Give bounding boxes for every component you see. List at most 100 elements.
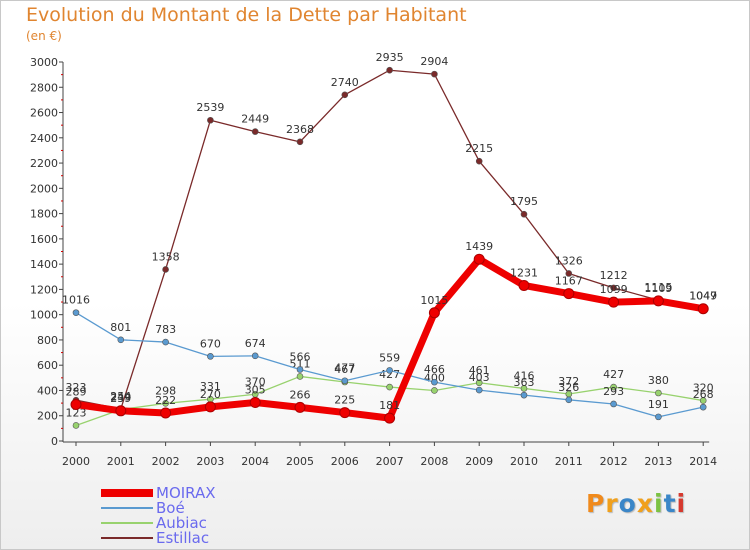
brand-letter: x (636, 489, 654, 518)
data-label: 2449 (241, 113, 269, 126)
data-label: 270 (200, 388, 221, 401)
data-label: 1795 (510, 195, 538, 208)
legend-label: Aubiac (156, 514, 207, 532)
data-point (386, 383, 393, 391)
legend-swatch (101, 489, 153, 497)
data-label: 293 (603, 385, 624, 398)
data-label: 225 (334, 394, 355, 407)
x-tick-label: 2010 (510, 455, 538, 468)
data-label: 363 (514, 376, 535, 389)
x-tick-label: 2006 (331, 455, 359, 468)
data-point (518, 279, 530, 291)
y-tick-label: 2400 (30, 132, 58, 145)
data-label: 380 (648, 374, 669, 387)
x-tick-label: 2001 (107, 455, 135, 468)
data-point (70, 398, 82, 410)
data-point (652, 295, 664, 307)
data-point (563, 288, 575, 300)
data-label: 467 (334, 363, 355, 376)
data-label: 559 (379, 351, 400, 364)
y-tick-label: 800 (37, 334, 58, 347)
data-label: 2935 (376, 51, 404, 64)
data-label: 801 (110, 321, 131, 334)
x-tick-label: 2014 (689, 455, 717, 468)
data-label: 1047 (689, 290, 717, 303)
legend-swatch (101, 537, 153, 539)
data-point (610, 383, 617, 391)
data-label: 2215 (465, 142, 493, 155)
data-label: 305 (245, 383, 266, 396)
data-label: 320 (693, 382, 714, 395)
data-point (115, 405, 127, 417)
data-label: 331 (200, 380, 221, 393)
data-point (251, 128, 259, 135)
data-point (697, 303, 709, 315)
data-point (294, 401, 306, 413)
data-point (72, 422, 80, 429)
y-tick-label: 200 (37, 410, 58, 423)
brand-letter: o (618, 489, 637, 518)
y-tick-label: 1800 (30, 208, 58, 221)
data-label: 1016 (62, 294, 90, 307)
data-label: 1326 (555, 254, 583, 267)
data-label: 466 (424, 363, 445, 376)
x-tick-label: 2000 (62, 455, 90, 468)
brand-letter: P (586, 489, 606, 518)
x-tick-label: 2005 (286, 455, 314, 468)
data-point (117, 336, 125, 344)
data-label: 298 (155, 384, 176, 397)
data-point (296, 366, 304, 373)
x-tick-label: 2012 (600, 455, 628, 468)
data-point (655, 413, 662, 421)
data-label: 1099 (600, 283, 628, 296)
x-tick-label: 2003 (196, 455, 224, 468)
brand-letter: i (676, 489, 687, 518)
data-label: 674 (245, 337, 266, 350)
data-point (699, 397, 707, 404)
data-label: 123 (66, 406, 87, 419)
data-label: 2740 (331, 76, 359, 89)
data-point (160, 407, 172, 419)
x-tick-label: 2013 (644, 455, 672, 468)
data-label: 323 (66, 381, 87, 394)
data-label: 191 (648, 398, 669, 411)
data-label: 1439 (465, 240, 493, 253)
data-point (428, 307, 440, 319)
y-tick-label: 2000 (30, 182, 58, 195)
data-point (162, 266, 169, 273)
data-label: 783 (155, 323, 176, 336)
data-point (251, 352, 259, 360)
data-point (655, 389, 662, 397)
data-label: 1212 (600, 269, 628, 282)
y-tick-label: 0 (51, 435, 58, 448)
legend-label: Estillac (156, 529, 210, 547)
data-point (296, 138, 304, 146)
y-tick-label: 1600 (30, 233, 58, 246)
y-tick-label: 2800 (30, 81, 58, 94)
data-label: 2368 (286, 123, 314, 136)
data-point (384, 412, 396, 424)
data-point (204, 401, 216, 413)
data-label: 268 (693, 388, 714, 401)
data-point (610, 284, 617, 292)
brand-letter: t (663, 489, 677, 518)
data-label: 461 (469, 364, 490, 377)
data-label: 181 (379, 399, 400, 412)
data-point (296, 373, 304, 380)
data-point (473, 253, 485, 265)
data-label: 289 (66, 385, 87, 398)
brand-logo: Proxiti (586, 489, 686, 518)
data-label: 239 (110, 392, 131, 405)
data-label: 1109 (644, 282, 672, 295)
data-point (520, 210, 528, 218)
data-point (431, 70, 438, 78)
x-tick-label: 2008 (420, 455, 448, 468)
data-label: 1115 (644, 281, 672, 294)
data-label: 372 (558, 375, 579, 388)
y-tick-label: 1400 (30, 258, 58, 271)
legend-label: Boé (156, 499, 185, 517)
data-label: 1015 (420, 294, 448, 307)
data-point (162, 400, 169, 407)
brand-letter: r (605, 489, 619, 518)
